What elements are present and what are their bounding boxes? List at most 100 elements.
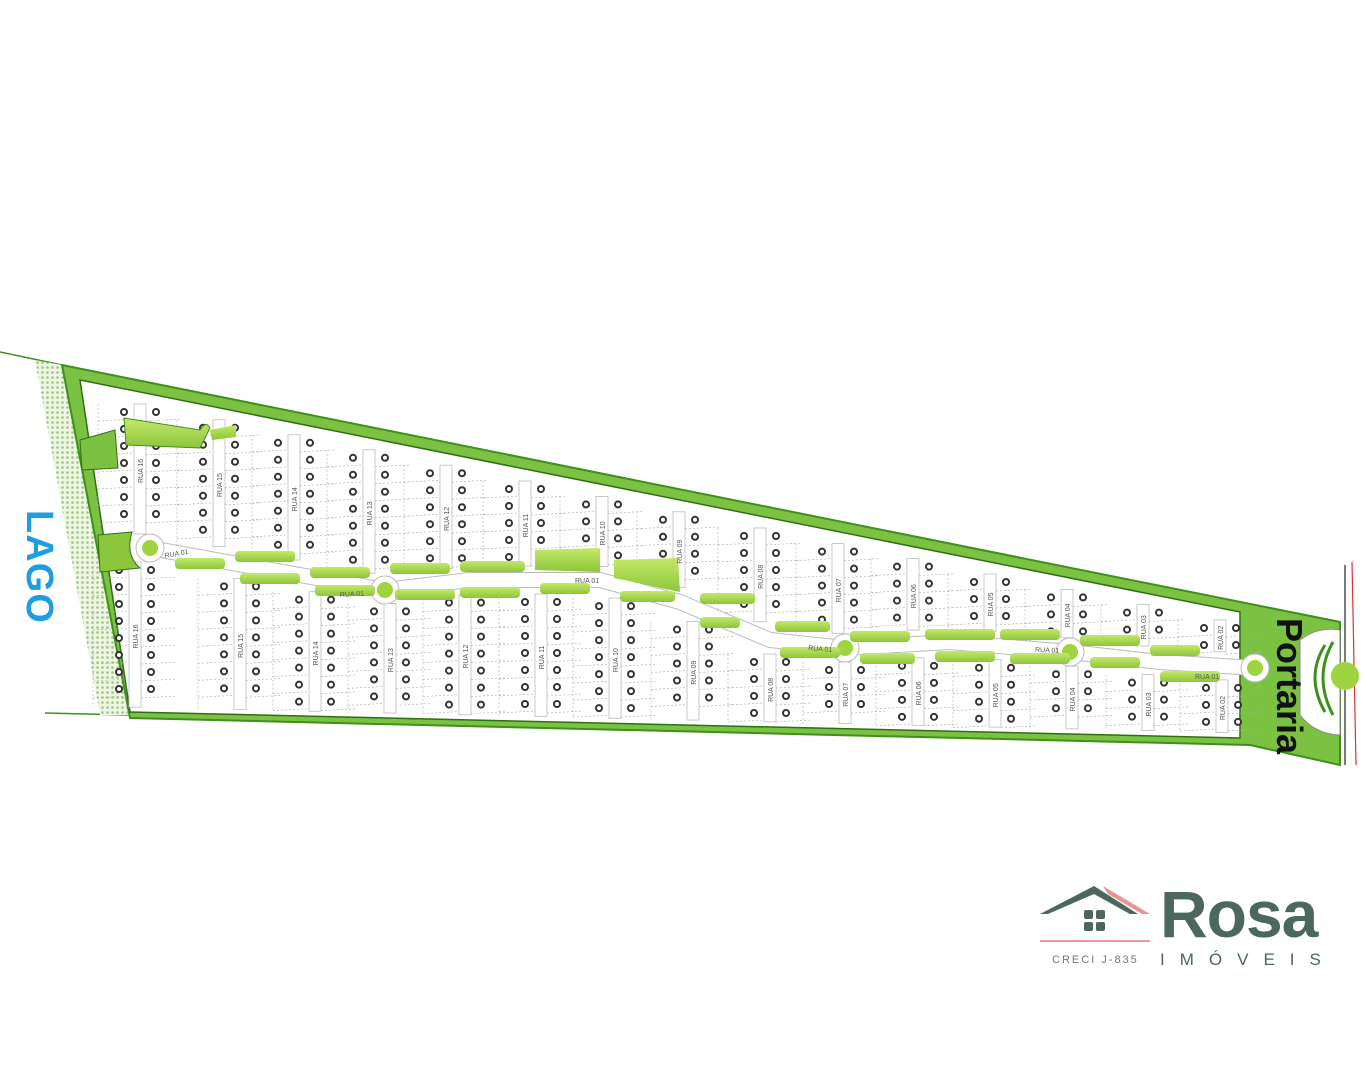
lot-marker[interactable] — [975, 680, 983, 689]
lot-marker[interactable] — [381, 538, 389, 547]
lot-marker[interactable] — [295, 612, 303, 621]
lot-marker[interactable] — [1232, 624, 1240, 632]
lot-marker[interactable] — [349, 555, 357, 564]
lot-marker[interactable] — [595, 687, 603, 696]
lot-marker[interactable] — [582, 500, 590, 509]
lot-marker[interactable] — [782, 658, 790, 666]
lot-marker[interactable] — [505, 519, 513, 527]
lot-marker[interactable] — [274, 506, 282, 515]
lot-marker[interactable] — [1202, 717, 1210, 726]
lot-marker[interactable] — [306, 540, 314, 549]
lot-marker[interactable] — [705, 642, 713, 651]
lot-marker[interactable] — [252, 633, 260, 642]
lot-marker[interactable] — [274, 489, 282, 498]
lot-marker[interactable] — [402, 675, 410, 684]
lot-marker[interactable] — [231, 474, 239, 483]
lot-marker[interactable] — [306, 523, 314, 532]
lot-marker[interactable] — [1200, 624, 1208, 632]
lot-marker[interactable] — [120, 408, 128, 416]
lot-marker[interactable] — [553, 649, 561, 657]
lot-marker[interactable] — [1052, 687, 1060, 696]
lot-marker[interactable] — [199, 508, 207, 517]
lot-marker[interactable] — [306, 506, 314, 515]
lot-marker[interactable] — [537, 502, 545, 510]
lot-marker[interactable] — [115, 668, 123, 676]
lot-marker[interactable] — [1079, 593, 1087, 602]
lot-marker[interactable] — [231, 457, 239, 466]
lot-marker[interactable] — [426, 503, 434, 512]
lot-marker[interactable] — [537, 536, 545, 544]
lot-marker[interactable] — [458, 486, 466, 495]
lot-marker[interactable] — [327, 680, 335, 689]
lot-marker[interactable] — [1002, 578, 1010, 586]
lot-marker[interactable] — [521, 649, 529, 657]
lot-marker[interactable] — [970, 612, 978, 620]
lot-marker[interactable] — [673, 693, 681, 702]
lot-marker[interactable] — [1007, 714, 1015, 723]
lot-marker[interactable] — [553, 700, 561, 708]
lot-marker[interactable] — [147, 634, 155, 642]
lot-marker[interactable] — [115, 600, 123, 608]
lot-marker[interactable] — [152, 459, 160, 467]
lot-marker[interactable] — [147, 617, 155, 625]
lot-marker[interactable] — [1155, 625, 1163, 634]
lot-marker[interactable] — [1123, 608, 1131, 617]
lot-marker[interactable] — [898, 695, 906, 704]
lot-marker[interactable] — [930, 712, 938, 721]
lot-marker[interactable] — [782, 692, 790, 700]
lot-marker[interactable] — [818, 547, 826, 556]
lot-marker[interactable] — [458, 537, 466, 546]
lot-marker[interactable] — [327, 595, 335, 604]
lot-marker[interactable] — [825, 700, 833, 708]
lot-marker[interactable] — [252, 616, 260, 625]
lot-marker[interactable] — [505, 485, 513, 493]
lot-marker[interactable] — [220, 667, 228, 676]
lot-marker[interactable] — [553, 632, 561, 640]
lot-marker[interactable] — [381, 487, 389, 496]
lot-marker[interactable] — [199, 491, 207, 500]
lot-marker[interactable] — [477, 700, 485, 709]
lot-marker[interactable] — [818, 598, 826, 607]
lot-marker[interactable] — [930, 661, 938, 670]
lot-marker[interactable] — [295, 646, 303, 655]
lot-marker[interactable] — [898, 678, 906, 687]
lot-marker[interactable] — [595, 653, 603, 662]
lot-marker[interactable] — [1007, 680, 1015, 689]
lot-marker[interactable] — [402, 692, 410, 701]
lot-marker[interactable] — [772, 549, 780, 557]
lot-marker[interactable] — [1234, 700, 1242, 709]
lot-marker[interactable] — [349, 470, 357, 479]
lot-marker[interactable] — [458, 554, 466, 563]
lot-marker[interactable] — [445, 700, 453, 709]
lot-marker[interactable] — [850, 564, 858, 573]
lot-marker[interactable] — [772, 600, 780, 608]
lot-marker[interactable] — [306, 455, 314, 464]
lot-marker[interactable] — [477, 649, 485, 658]
lot-marker[interactable] — [595, 670, 603, 679]
lot-marker[interactable] — [627, 704, 635, 713]
lot-marker[interactable] — [327, 629, 335, 638]
lot-marker[interactable] — [673, 642, 681, 651]
lot-marker[interactable] — [614, 517, 622, 526]
lot-marker[interactable] — [402, 607, 410, 616]
lot-marker[interactable] — [740, 583, 748, 591]
lot-marker[interactable] — [199, 457, 207, 466]
lot-marker[interactable] — [1200, 641, 1208, 649]
lot-marker[interactable] — [857, 666, 865, 674]
lot-marker[interactable] — [750, 709, 758, 717]
lot-marker[interactable] — [327, 646, 335, 655]
lot-marker[interactable] — [627, 687, 635, 696]
lot-marker[interactable] — [627, 653, 635, 662]
lot-marker[interactable] — [220, 633, 228, 642]
lot-marker[interactable] — [252, 650, 260, 659]
lot-marker[interactable] — [1002, 595, 1010, 603]
lot-marker[interactable] — [147, 685, 155, 693]
lot-marker[interactable] — [370, 607, 378, 616]
lot-marker[interactable] — [295, 663, 303, 672]
lot-marker[interactable] — [147, 583, 155, 591]
lot-marker[interactable] — [1234, 717, 1242, 726]
lot-marker[interactable] — [537, 519, 545, 527]
lot-marker[interactable] — [1084, 704, 1092, 713]
lot-marker[interactable] — [691, 549, 699, 558]
lot-marker[interactable] — [274, 540, 282, 549]
